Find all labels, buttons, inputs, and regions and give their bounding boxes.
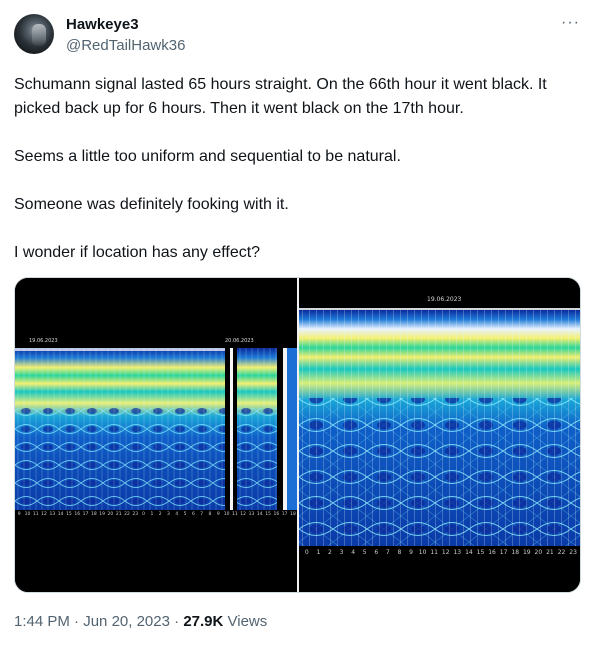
- spectrogram-hour-axis: 9 10 11 12 13 14 15 16 17 18 19 20 21 22 23 0 1 2 3 4 5 6 7 8 9 1…: [17, 512, 296, 517]
- tweet-paragraph: Schumann signal lasted 65 hours straight…: [14, 76, 547, 117]
- spectrogram-date-label: 19.06.2023: [427, 296, 462, 303]
- views-count: 27.9K: [183, 613, 224, 630]
- media-grid: 19.06.2023 20.06.2023: [14, 277, 581, 593]
- meta-separator: ·: [74, 613, 80, 630]
- more-options-icon[interactable]: ···: [561, 14, 580, 31]
- spectrogram-date-label: 19.06.2023: [29, 338, 58, 344]
- media-divider: [297, 278, 299, 592]
- spectrogram-image-left[interactable]: 19.06.2023 20.06.2023: [15, 278, 297, 592]
- spectrogram-plot: [15, 348, 297, 510]
- tweet-paragraph: Someone was definitely fooking with it.: [14, 196, 289, 213]
- avatar[interactable]: [14, 14, 54, 54]
- tweet-text: Schumann signal lasted 65 hours straight…: [14, 73, 584, 265]
- display-name[interactable]: Hawkeye3: [66, 16, 139, 33]
- spectrogram-plot: [299, 308, 580, 546]
- user-info: Hawkeye3 @RedTailHawk36: [66, 15, 185, 56]
- tweet-paragraph: Seems a little too uniform and sequentia…: [14, 148, 401, 165]
- spectrogram-date-label: 20.06.2023: [225, 338, 254, 344]
- views-label: Views: [227, 613, 268, 630]
- tweet-time[interactable]: 1:44 PM: [14, 613, 70, 630]
- tweet-paragraph: I wonder if location has any effect?: [14, 244, 261, 261]
- meta-separator: ·: [174, 613, 180, 630]
- spectrogram-hour-axis: 0 1 2 3 4 5 6 7 8 9 10 11 12 13 14 15 16 17 18 19 20 21 22 23: [304, 549, 577, 556]
- user-handle[interactable]: @RedTailHawk36: [66, 37, 186, 54]
- spectrogram-image-right[interactable]: 19.06.2023: [299, 278, 580, 592]
- tweet-meta: 1:44 PM · Jun 20, 2023 · 27.9K Views: [14, 612, 267, 632]
- tweet-date[interactable]: Jun 20, 2023: [83, 613, 170, 630]
